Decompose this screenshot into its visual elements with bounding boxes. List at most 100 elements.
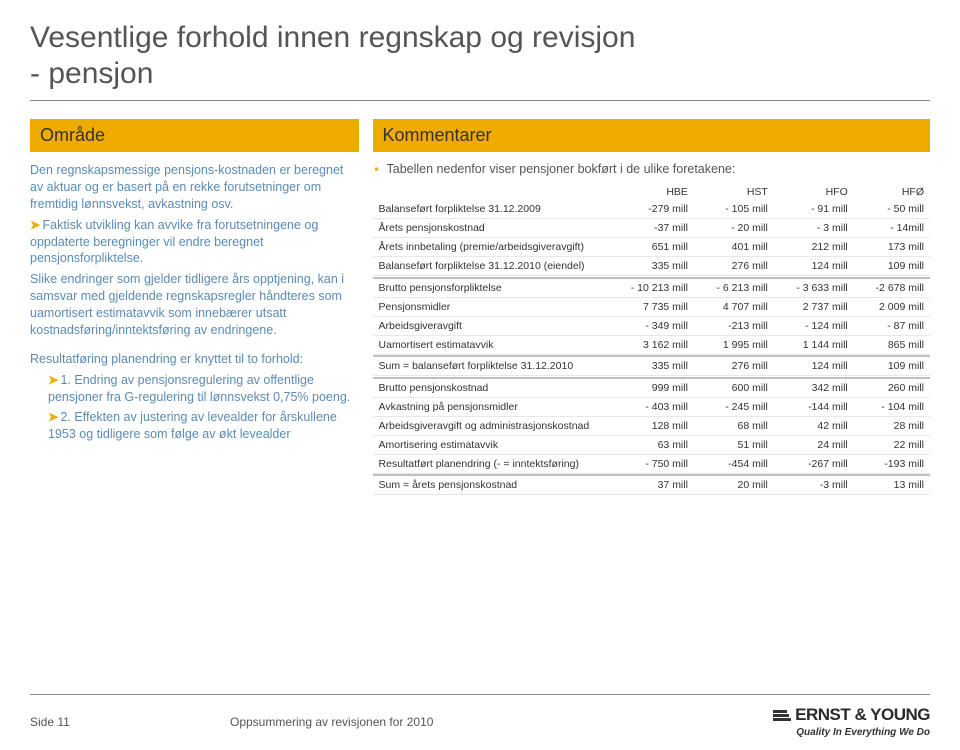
- row-value: 68 mill: [694, 416, 774, 435]
- row-value: -454 mill: [694, 454, 774, 473]
- row-value: 13 mill: [854, 475, 930, 495]
- row-label: Arbeidsgiveravgift: [373, 316, 607, 335]
- row-value: - 124 mill: [774, 316, 854, 335]
- omrade-p2a: ➤1. Endring av pensjonsregulering av off…: [30, 372, 359, 406]
- table-row: Sum = balanseført forpliktelse 31.12.201…: [373, 356, 930, 376]
- row-value: - 87 mill: [854, 316, 930, 335]
- table-body-3: Brutto pensjonskostnad999 mill600 mill34…: [373, 378, 930, 474]
- row-value: 24 mill: [774, 435, 854, 454]
- row-value: -279 mill: [607, 200, 694, 219]
- row-value: - 14mill: [854, 219, 930, 238]
- row-value: -193 mill: [854, 454, 930, 473]
- row-value: 42 mill: [774, 416, 854, 435]
- table-row: Balanseført forpliktelse 31.12.2010 (eie…: [373, 257, 930, 276]
- row-value: 999 mill: [607, 378, 694, 398]
- row-label: Brutto pensjonskostnad: [373, 378, 607, 398]
- row-value: 124 mill: [774, 356, 854, 376]
- row-value: 1 144 mill: [774, 335, 854, 354]
- row-label: Uamortisert estimatavvik: [373, 335, 607, 354]
- row-label: Årets pensjonskostnad: [373, 219, 607, 238]
- ey-logo-block: ERNST & YOUNG Quality In Everything We D…: [773, 705, 930, 738]
- chevron-icon: ➤: [30, 218, 40, 232]
- page-title: Vesentlige forhold innen regnskap og rev…: [0, 0, 960, 100]
- ey-bars-icon: [773, 710, 791, 721]
- row-value: - 105 mill: [694, 200, 774, 219]
- table-row: Avkastning på pensjonsmidler- 403 mill- …: [373, 397, 930, 416]
- row-label: Sum = balanseført forpliktelse 31.12.201…: [373, 356, 607, 376]
- row-label: Sum = årets pensjonskostnad: [373, 475, 607, 495]
- comment-intro: Tabellen nedenfor viser pensjoner bokfør…: [373, 162, 930, 176]
- right-column-header: Kommentarer: [373, 119, 930, 152]
- table-row: Sum = årets pensjonskostnad37 mill20 mil…: [373, 475, 930, 495]
- omrade-p2: Resultatføring planendring er knyttet ti…: [30, 351, 359, 368]
- row-value: 335 mill: [607, 356, 694, 376]
- row-value: 600 mill: [694, 378, 774, 398]
- footer: Side 11 Oppsummering av revisjonen for 2…: [30, 694, 930, 738]
- row-value: - 750 mill: [607, 454, 694, 473]
- row-label: Avkastning på pensjonsmidler: [373, 397, 607, 416]
- row-label: Amortisering estimatavvik: [373, 435, 607, 454]
- row-value: 28 mill: [854, 416, 930, 435]
- row-value: -213 mill: [694, 316, 774, 335]
- table-row: Arbeidsgiveravgift- 349 mill-213 mill- 1…: [373, 316, 930, 335]
- row-label: Balanseført forpliktelse 31.12.2009: [373, 200, 607, 219]
- row-value: 124 mill: [774, 257, 854, 276]
- table-row: Uamortisert estimatavvik3 162 mill1 995 …: [373, 335, 930, 354]
- row-value: 109 mill: [854, 257, 930, 276]
- table-col-3: HFØ: [854, 184, 930, 200]
- row-value: 1 995 mill: [694, 335, 774, 354]
- row-value: 260 mill: [854, 378, 930, 398]
- table-row: Brutto pensjonskostnad999 mill600 mill34…: [373, 378, 930, 398]
- row-value: - 50 mill: [854, 200, 930, 219]
- table-row: Brutto pensjonsforpliktelse- 10 213 mill…: [373, 278, 930, 298]
- row-value: - 91 mill: [774, 200, 854, 219]
- row-value: - 3 633 mill: [774, 278, 854, 298]
- row-label: Brutto pensjonsforpliktelse: [373, 278, 607, 298]
- row-value: 401 mill: [694, 238, 774, 257]
- table-row: Årets innbetaling (premie/arbeidsgiverav…: [373, 238, 930, 257]
- row-value: -37 mill: [607, 219, 694, 238]
- table-row: Pensjonsmidler7 735 mill4 707 mill2 737 …: [373, 297, 930, 316]
- title-underline: [30, 100, 930, 101]
- left-column-header: Område: [30, 119, 359, 152]
- table-body-2: Brutto pensjonsforpliktelse- 10 213 mill…: [373, 278, 930, 355]
- row-value: -144 mill: [774, 397, 854, 416]
- row-value: - 10 213 mill: [607, 278, 694, 298]
- row-value: - 6 213 mill: [694, 278, 774, 298]
- row-label: Resultatført planendring (- = inntektsfø…: [373, 454, 607, 473]
- table-row: Årets pensjonskostnad-37 mill- 20 mill- …: [373, 219, 930, 238]
- table-sum-2: Sum = årets pensjonskostnad37 mill20 mil…: [373, 475, 930, 495]
- table-body-1: Balanseført forpliktelse 31.12.2009-279 …: [373, 200, 930, 276]
- table-col-1: HST: [694, 184, 774, 200]
- footer-doc-title: Oppsummering av revisjonen for 2010: [230, 715, 773, 729]
- row-value: 37 mill: [607, 475, 694, 495]
- row-value: 128 mill: [607, 416, 694, 435]
- row-value: 276 mill: [694, 257, 774, 276]
- row-value: - 104 mill: [854, 397, 930, 416]
- row-label: Årets innbetaling (premie/arbeidsgiverav…: [373, 238, 607, 257]
- omrade-p2b: ➤2. Effekten av justering av levealder f…: [30, 409, 359, 443]
- omrade-p1b: ➤Faktisk utvikling kan avvike fra foruts…: [30, 217, 359, 268]
- table-row: Resultatført planendring (- = inntektsfø…: [373, 454, 930, 473]
- title-line-2: - pensjon: [30, 57, 153, 90]
- omrade-p1a: Den regnskapsmessige pensjons-kostnaden …: [30, 162, 359, 213]
- row-value: 335 mill: [607, 257, 694, 276]
- row-value: 212 mill: [774, 238, 854, 257]
- row-value: 342 mill: [774, 378, 854, 398]
- row-value: 2 737 mill: [774, 297, 854, 316]
- ey-tagline: Quality In Everything We Do: [773, 727, 930, 738]
- chevron-icon: ➤: [48, 410, 58, 424]
- chevron-icon: ➤: [48, 373, 58, 387]
- omrade-p1c: Slike endringer som gjelder tidligere år…: [30, 271, 359, 339]
- row-value: 276 mill: [694, 356, 774, 376]
- row-value: 20 mill: [694, 475, 774, 495]
- row-value: 22 mill: [854, 435, 930, 454]
- row-value: - 349 mill: [607, 316, 694, 335]
- row-value: 865 mill: [854, 335, 930, 354]
- row-value: 173 mill: [854, 238, 930, 257]
- row-value: 109 mill: [854, 356, 930, 376]
- row-value: 63 mill: [607, 435, 694, 454]
- table-row: Amortisering estimatavvik63 mill51 mill2…: [373, 435, 930, 454]
- row-label: Balanseført forpliktelse 31.12.2010 (eie…: [373, 257, 607, 276]
- row-value: 2 009 mill: [854, 297, 930, 316]
